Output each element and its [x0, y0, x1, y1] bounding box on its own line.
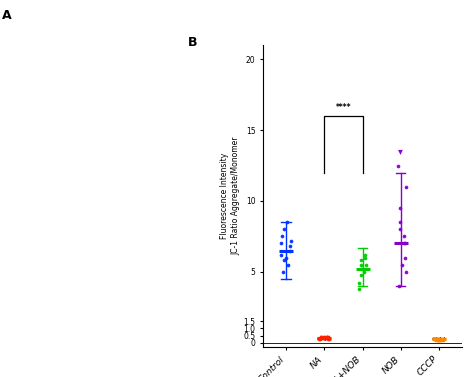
Point	[438, 336, 445, 342]
Text: ****: ****	[317, 337, 332, 346]
Point	[394, 162, 401, 169]
Point	[400, 241, 407, 247]
Point	[317, 334, 325, 340]
Point	[398, 262, 406, 268]
Text: ****: ****	[431, 337, 447, 346]
Point	[401, 233, 408, 239]
Point	[435, 337, 443, 343]
Point	[396, 226, 404, 232]
Point	[316, 336, 323, 342]
Point	[401, 254, 409, 261]
Point	[286, 243, 294, 249]
Point	[358, 266, 366, 272]
Point	[431, 336, 438, 342]
Text: A: A	[2, 9, 12, 22]
Point	[402, 269, 410, 275]
Point	[287, 238, 294, 244]
Point	[286, 248, 294, 254]
Point	[279, 269, 286, 275]
Point	[320, 335, 328, 341]
Point	[402, 184, 410, 190]
Point	[401, 241, 409, 247]
Point	[323, 334, 331, 340]
Point	[362, 262, 370, 268]
Point	[437, 337, 444, 343]
Point	[435, 337, 442, 343]
Point	[357, 257, 365, 264]
Text: ▾: ▾	[399, 146, 403, 156]
Point	[324, 336, 332, 342]
Point	[285, 262, 292, 268]
Point	[277, 252, 285, 258]
Point	[280, 226, 288, 232]
Text: ****: ****	[336, 103, 351, 112]
Point	[395, 283, 403, 289]
Point	[279, 233, 286, 239]
Point	[325, 336, 333, 342]
Point	[361, 269, 368, 275]
Point	[323, 334, 331, 340]
Y-axis label: Fluorescence Intensity
JC-1 Ratio Aggregate/Monomer: Fluorescence Intensity JC-1 Ratio Aggreg…	[220, 137, 240, 255]
Point	[361, 254, 369, 261]
Point	[355, 286, 363, 292]
Point	[357, 262, 365, 268]
Point	[321, 335, 328, 341]
Point	[434, 336, 442, 342]
Point	[435, 337, 442, 343]
Point	[280, 257, 287, 264]
Point	[283, 254, 290, 261]
Point	[396, 205, 404, 211]
Point	[316, 336, 323, 342]
Point	[431, 336, 439, 342]
Point	[321, 335, 328, 341]
Point	[357, 271, 365, 277]
Point	[435, 336, 443, 342]
Point	[361, 252, 368, 258]
Point	[278, 241, 285, 247]
Point	[355, 280, 363, 286]
Point	[397, 219, 404, 225]
Text: B: B	[187, 36, 197, 49]
Point	[431, 336, 438, 342]
Point	[283, 219, 291, 225]
